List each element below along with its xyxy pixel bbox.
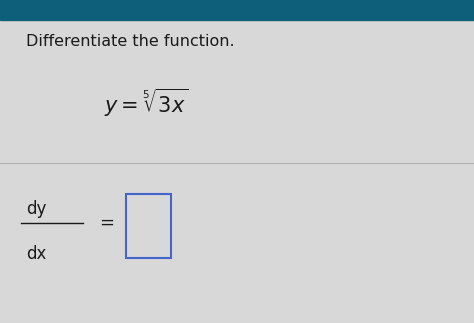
Text: $y = \sqrt[5]{3x}$: $y = \sqrt[5]{3x}$ bbox=[104, 87, 188, 120]
Text: dy: dy bbox=[26, 200, 46, 218]
Bar bbox=[0, 0, 474, 20]
Text: =: = bbox=[100, 214, 115, 232]
Text: Differentiate the function.: Differentiate the function. bbox=[26, 34, 235, 49]
Bar bbox=[126, 194, 171, 258]
Text: dx: dx bbox=[26, 245, 46, 264]
